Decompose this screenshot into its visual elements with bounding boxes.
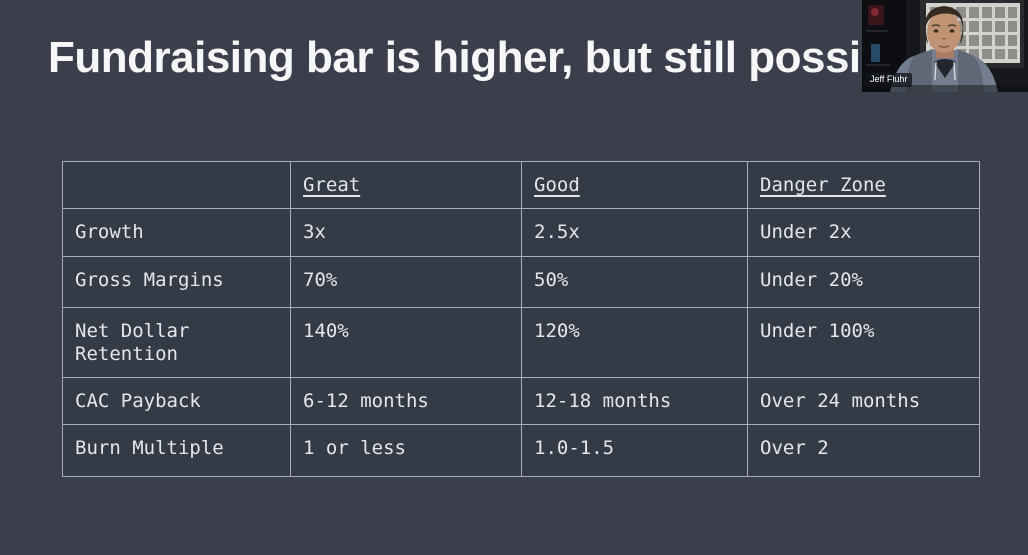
webcam-video-scene — [862, 0, 1028, 92]
table-row: CAC Payback 6-12 months 12-18 months Ove… — [62, 377, 980, 425]
cell-great: 6-12 months — [290, 377, 522, 425]
participant-name-label: Jeff Fluhr — [865, 73, 913, 87]
cell-danger: Under 2x — [747, 208, 980, 257]
table-row: Growth 3x 2.5x Under 2x — [62, 208, 980, 257]
cell-danger: Over 2 — [747, 424, 980, 477]
cell-great: 3x — [290, 208, 522, 257]
page-title: Fundraising bar is higher, but still pos… — [48, 33, 899, 82]
cell-great: 1 or less — [290, 424, 522, 477]
cell-good: 120% — [521, 307, 748, 378]
table-header-row: Great Good Danger Zone — [62, 161, 980, 209]
cell-danger: Over 24 months — [747, 377, 980, 425]
row-label: Growth — [62, 208, 291, 257]
cell-danger: Under 20% — [747, 256, 980, 308]
header-good: Good — [521, 161, 748, 209]
row-label: Burn Multiple — [62, 424, 291, 477]
cell-good: 50% — [521, 256, 748, 308]
header-great: Great — [290, 161, 522, 209]
cell-good: 1.0-1.5 — [521, 424, 748, 477]
cell-good: 2.5x — [521, 208, 748, 257]
header-danger-zone: Danger Zone — [747, 161, 980, 209]
cell-great: 70% — [290, 256, 522, 308]
webcam-video-tile[interactable]: Jeff Fluhr — [862, 0, 1028, 92]
row-label: Net Dollar Retention — [62, 307, 291, 378]
header-metric — [62, 161, 291, 209]
fundraising-metrics-table: Great Good Danger Zone Growth 3x 2.5x Un… — [62, 161, 980, 477]
table-row: Burn Multiple 1 or less 1.0-1.5 Over 2 — [62, 424, 980, 477]
cell-danger: Under 100% — [747, 307, 980, 378]
row-label: CAC Payback — [62, 377, 291, 425]
row-label: Gross Margins — [62, 256, 291, 308]
cell-great: 140% — [290, 307, 522, 378]
table-row: Gross Margins 70% 50% Under 20% — [62, 256, 980, 308]
cell-good: 12-18 months — [521, 377, 748, 425]
table-row: Net Dollar Retention 140% 120% Under 100… — [62, 307, 980, 378]
